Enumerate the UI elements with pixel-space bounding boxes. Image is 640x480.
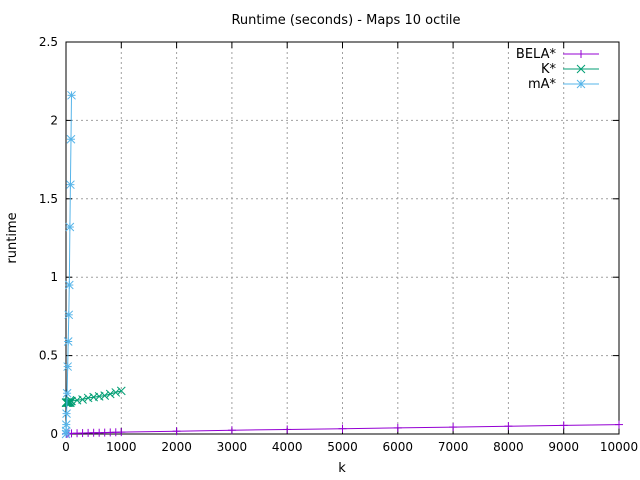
data-point [559,421,568,430]
data-point [67,90,76,100]
axis-ticks: 0 1000 2000 3000 4000 5000 6000 7000 8000 9000 100… [39,35,638,454]
x-tick-label: 1000 [106,440,137,454]
legend: BELA*K*mA* [516,47,599,92]
x-tick-label: 8000 [493,440,524,454]
y-tick-label: 0.5 [39,349,58,363]
series-k- [61,386,126,407]
data-point [227,426,236,435]
data-point [117,428,126,437]
legend-item: K* [541,62,599,77]
chart-title: Runtime (seconds) - Maps 10 octile [231,13,460,28]
data-point [62,409,71,418]
x-tick-label: 2000 [161,440,192,454]
data-point [393,423,402,432]
grid-lines [66,42,619,434]
data-point [66,134,76,144]
data-point [66,180,75,190]
data-point [64,280,74,290]
y-tick-label: 2 [50,113,58,127]
data-point [63,362,73,371]
data-point [504,422,513,431]
x-tick-label: 6000 [383,440,414,454]
data-point [615,420,623,429]
data-point [78,395,87,404]
series-line [65,95,72,434]
data-point [65,222,75,232]
x-tick-label: 5000 [327,440,358,454]
series-ma- [61,90,76,439]
data-point [111,388,121,397]
data-point [105,389,115,399]
legend-label: BELA* [516,47,557,62]
x-tick-label: 10000 [600,440,638,454]
x-tick-label: 0 [62,440,70,454]
x-tick-label: 4000 [272,440,303,454]
data-point [576,79,586,89]
data-point [116,386,126,396]
y-tick-label: 1 [50,270,58,284]
x-axis-label: k [338,461,346,476]
x-tick-label: 3000 [217,440,248,454]
data-point [100,391,110,400]
legend-item: BELA* [516,47,599,62]
data-point [577,50,585,58]
y-tick-label: 2.5 [39,35,58,49]
y-tick-label: 1.5 [39,192,58,206]
data-point [63,337,73,346]
series-layer [61,90,623,439]
data-point [62,388,72,398]
y-axis-label: runtime [5,212,20,263]
legend-label: mA* [528,77,557,92]
data-point [283,425,292,434]
x-tick-label: 7000 [438,440,469,454]
data-point [576,64,586,74]
x-tick-label: 9000 [548,440,579,454]
data-point [449,423,458,432]
data-point [64,310,74,320]
y-tick-label: 0 [50,427,58,441]
data-point [338,424,347,433]
legend-item: mA* [528,77,599,92]
data-point [172,427,181,436]
data-point [61,420,71,429]
legend-label: K* [541,62,557,77]
